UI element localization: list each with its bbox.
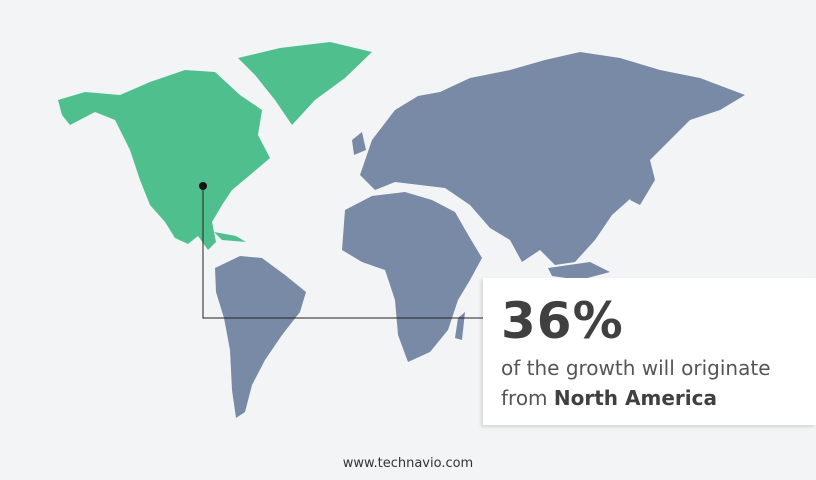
north-america <box>58 70 270 250</box>
uk <box>352 132 366 155</box>
greenland <box>238 42 372 125</box>
south-america <box>215 256 306 418</box>
growth-percent: 36% <box>501 292 624 350</box>
indonesia <box>548 262 610 280</box>
callout-line <box>202 186 483 319</box>
callout-prefix: from <box>501 386 548 410</box>
callout-line-2: from North America <box>501 386 717 410</box>
cuba <box>214 232 246 242</box>
callout-card: 36% of the growth will originate from No… <box>483 278 816 425</box>
footer-url: www.technavio.com <box>342 456 474 471</box>
japan <box>630 160 655 205</box>
madagascar <box>455 312 465 340</box>
callout-line-1: of the growth will originate <box>501 356 771 380</box>
callout-region: North America <box>553 386 717 410</box>
eurasia <box>360 52 745 265</box>
africa <box>342 192 482 362</box>
north-america-highlight <box>58 42 372 250</box>
